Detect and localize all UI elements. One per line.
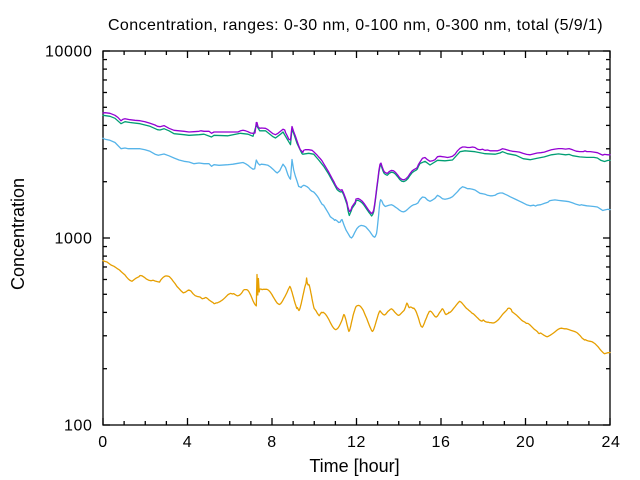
- svg-text:100: 100: [64, 418, 93, 435]
- svg-text:Concentration: Concentration: [8, 178, 28, 290]
- svg-text:24: 24: [602, 434, 621, 451]
- svg-text:8: 8: [267, 434, 277, 451]
- svg-text:20: 20: [516, 434, 535, 451]
- svg-text:Time [hour]: Time [hour]: [309, 456, 399, 476]
- svg-text:12: 12: [347, 434, 366, 451]
- svg-text:16: 16: [432, 434, 451, 451]
- svg-text:1000: 1000: [55, 231, 93, 248]
- svg-text:Concentration, ranges: 0-30 nm: Concentration, ranges: 0-30 nm, 0-100 nm…: [108, 17, 603, 34]
- svg-text:4: 4: [183, 434, 193, 451]
- svg-text:10000: 10000: [45, 44, 93, 61]
- svg-text:0: 0: [98, 434, 108, 451]
